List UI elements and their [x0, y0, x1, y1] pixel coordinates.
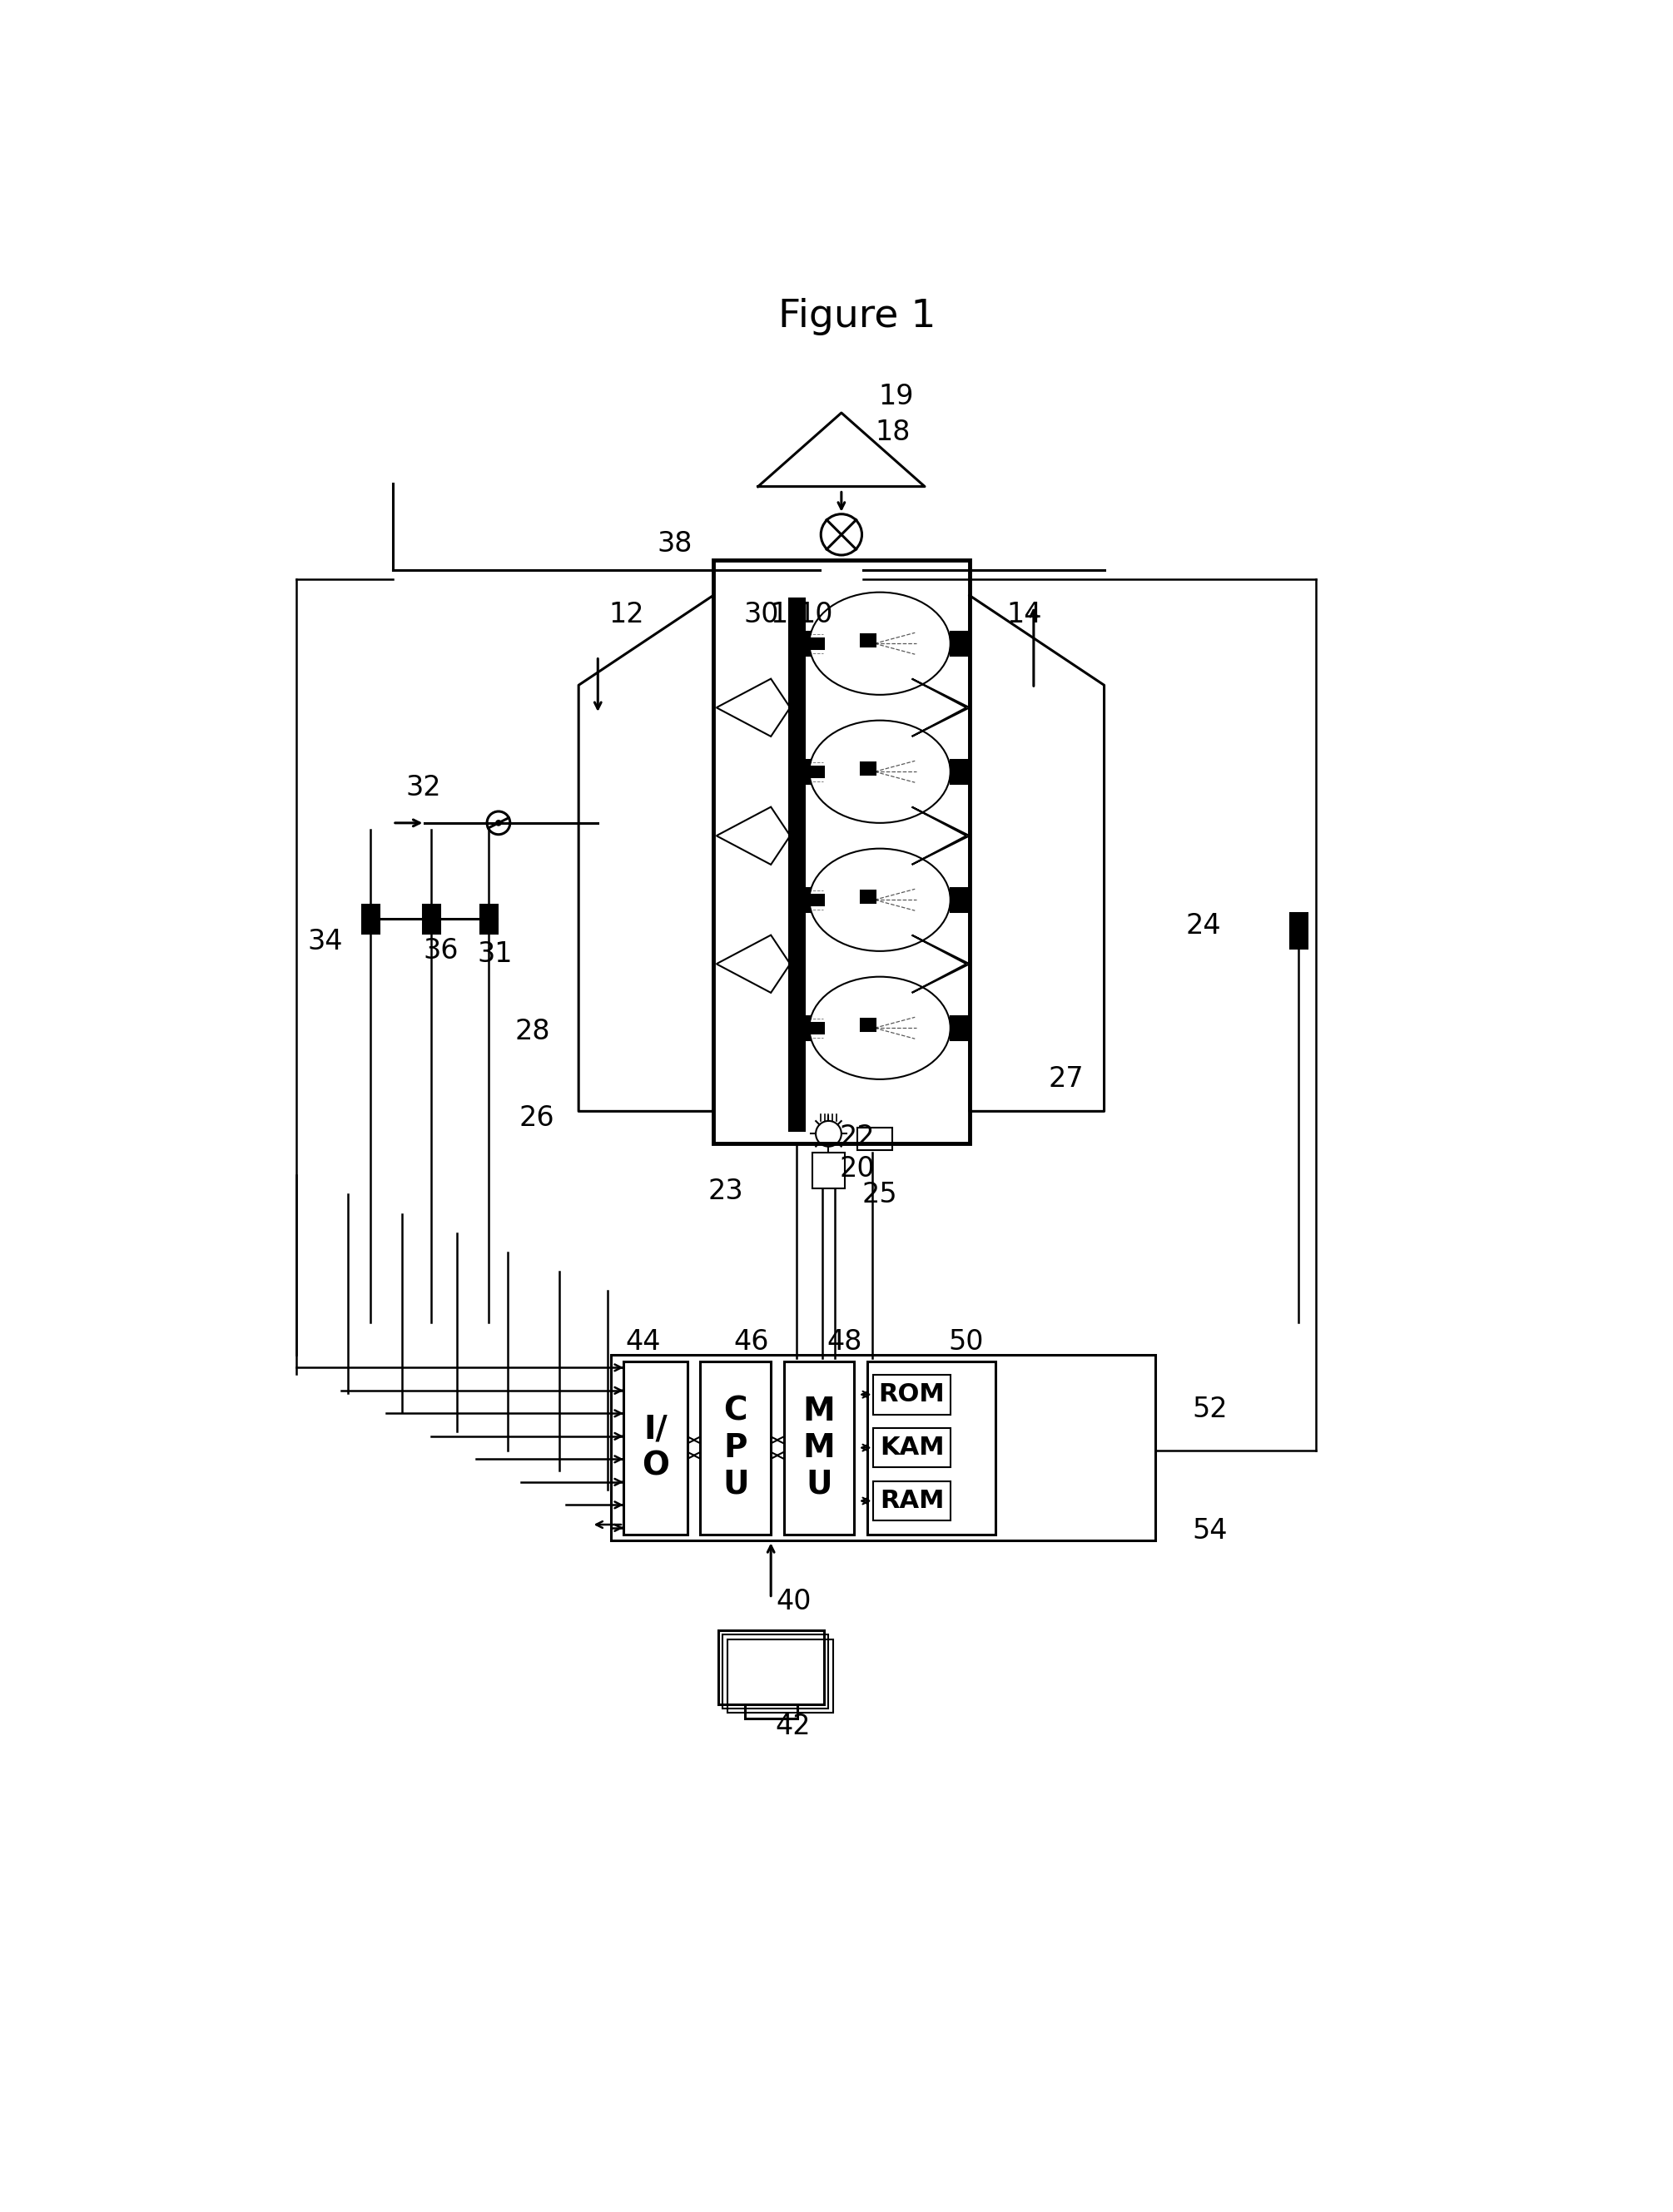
- Bar: [805, 768, 823, 776]
- Text: 31: 31: [477, 940, 514, 969]
- Bar: [873, 1429, 950, 1467]
- Text: 25: 25: [862, 1181, 898, 1208]
- Bar: [805, 1022, 823, 1033]
- Text: ROM: ROM: [878, 1382, 945, 1407]
- Text: 12: 12: [609, 602, 644, 628]
- Bar: [791, 889, 810, 911]
- Bar: [813, 1152, 845, 1188]
- Bar: [858, 1128, 893, 1150]
- Text: M
M
U: M M U: [803, 1396, 835, 1500]
- Text: 40: 40: [776, 1588, 811, 1615]
- Text: 34: 34: [308, 927, 343, 956]
- Text: 52: 52: [1193, 1396, 1228, 1422]
- Bar: [860, 635, 875, 646]
- Bar: [713, 560, 970, 1144]
- Text: 10: 10: [798, 602, 833, 628]
- Text: 48: 48: [826, 1327, 862, 1356]
- Bar: [950, 1018, 969, 1040]
- Text: 38: 38: [657, 531, 693, 557]
- Bar: [873, 1374, 950, 1413]
- Polygon shape: [912, 807, 970, 865]
- Text: 19: 19: [878, 383, 913, 411]
- Bar: [480, 905, 497, 933]
- Polygon shape: [716, 807, 790, 865]
- Bar: [423, 905, 440, 933]
- Text: 42: 42: [776, 1712, 811, 1741]
- Bar: [701, 1360, 771, 1535]
- Bar: [744, 1703, 796, 1719]
- Circle shape: [495, 821, 502, 825]
- Text: 30: 30: [743, 602, 780, 628]
- Text: 32: 32: [407, 774, 442, 801]
- Text: 14: 14: [1007, 602, 1042, 628]
- Bar: [860, 1020, 875, 1031]
- Bar: [1290, 914, 1307, 949]
- Text: RAM: RAM: [880, 1489, 944, 1513]
- Text: 46: 46: [734, 1327, 770, 1356]
- Text: I/
O: I/ O: [642, 1413, 669, 1482]
- Text: 36: 36: [423, 938, 458, 964]
- Bar: [867, 1360, 995, 1535]
- Text: 28: 28: [515, 1018, 550, 1044]
- Text: 54: 54: [1193, 1517, 1228, 1544]
- Bar: [361, 905, 378, 933]
- Bar: [790, 993, 803, 1015]
- Bar: [791, 761, 810, 783]
- Text: 18: 18: [875, 418, 910, 447]
- Text: 22: 22: [840, 1124, 875, 1150]
- Text: 20: 20: [840, 1155, 875, 1183]
- Bar: [718, 1630, 825, 1703]
- Bar: [624, 1360, 688, 1535]
- Text: 16: 16: [771, 602, 806, 628]
- Polygon shape: [912, 936, 970, 993]
- Text: 50: 50: [949, 1327, 984, 1356]
- Bar: [723, 1635, 828, 1708]
- Text: Figure 1: Figure 1: [778, 299, 937, 336]
- Text: 24: 24: [1186, 911, 1221, 940]
- Text: C
P
U: C P U: [723, 1396, 750, 1500]
- Bar: [790, 951, 803, 973]
- Bar: [611, 1354, 1156, 1540]
- Bar: [783, 1360, 855, 1535]
- Text: 44: 44: [626, 1327, 661, 1356]
- Bar: [860, 891, 875, 902]
- Polygon shape: [716, 936, 790, 993]
- Polygon shape: [716, 679, 790, 737]
- Bar: [791, 1018, 810, 1040]
- Bar: [873, 1482, 950, 1522]
- Text: 23: 23: [708, 1177, 744, 1206]
- Text: 26: 26: [519, 1104, 555, 1130]
- Bar: [728, 1639, 833, 1712]
- Bar: [790, 599, 805, 1130]
- Polygon shape: [912, 679, 970, 737]
- Bar: [805, 894, 823, 905]
- Bar: [805, 639, 823, 648]
- Text: 27: 27: [1047, 1066, 1084, 1093]
- Bar: [950, 633, 969, 655]
- Bar: [950, 889, 969, 911]
- Bar: [950, 761, 969, 783]
- Bar: [860, 763, 875, 774]
- Text: KAM: KAM: [880, 1436, 944, 1460]
- Bar: [791, 633, 810, 655]
